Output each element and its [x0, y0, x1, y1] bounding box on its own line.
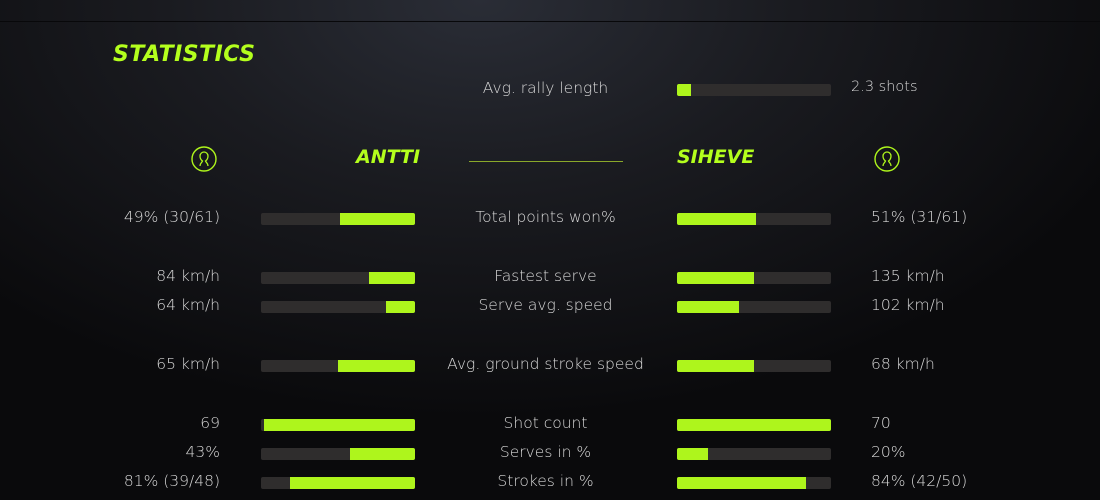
left-bar: [261, 477, 415, 489]
left-bar-fill: [290, 477, 415, 489]
left-value: 65 km/h: [156, 355, 220, 373]
left-bar-fill: [350, 448, 415, 460]
stat-row: 84 km/h Fastest serve 135 km/h: [0, 267, 1100, 287]
right-bar: [677, 272, 831, 284]
rally-bar-fill: [677, 84, 691, 96]
rally-row: Avg. rally length 2.3 shots: [0, 79, 1100, 99]
right-value: 51% (31/61): [871, 208, 968, 226]
left-value: 64 km/h: [156, 296, 220, 314]
right-bar: [677, 213, 831, 225]
right-bar-fill: [677, 419, 831, 431]
rally-value: 2.3 shots: [851, 79, 918, 95]
stat-row: 43% Serves in % 20%: [0, 443, 1100, 463]
right-value: 84% (42/50): [871, 472, 968, 490]
header-divider: [469, 161, 623, 162]
left-bar: [261, 448, 415, 460]
stat-row: 81% (39/48) Strokes in % 84% (42/50): [0, 472, 1100, 492]
rally-bar: [677, 84, 831, 96]
right-bar-fill: [677, 301, 739, 313]
left-value: 43%: [185, 443, 220, 461]
stat-label: Shot count: [503, 414, 588, 432]
stat-label: Serve avg. speed: [478, 296, 613, 314]
left-bar: [261, 272, 415, 284]
user-circle-icon: [874, 146, 900, 172]
stat-label: Total points won%: [475, 208, 616, 226]
stat-row: 49% (30/61) Total points won% 51% (31/61…: [0, 208, 1100, 228]
stat-row: 64 km/h Serve avg. speed 102 km/h: [0, 296, 1100, 316]
right-bar: [677, 419, 831, 431]
stat-label: Avg. ground stroke speed: [447, 355, 644, 373]
left-bar-fill: [385, 301, 415, 313]
left-bar-fill: [368, 272, 415, 284]
page-title: STATISTICS: [113, 42, 256, 67]
player-left-name: ANTTI: [356, 146, 421, 168]
left-value: 69: [200, 414, 220, 432]
right-bar: [677, 360, 831, 372]
left-bar-fill: [264, 419, 415, 431]
right-bar: [677, 477, 831, 489]
stat-label: Fastest serve: [494, 267, 597, 285]
right-bar-fill: [677, 448, 708, 460]
left-bar: [261, 301, 415, 313]
left-value: 84 km/h: [156, 267, 220, 285]
top-divider: [0, 21, 1100, 22]
left-value: 49% (30/61): [123, 208, 220, 226]
right-value: 70: [871, 414, 891, 432]
right-value: 68 km/h: [871, 355, 935, 373]
right-bar: [677, 301, 831, 313]
left-bar: [261, 360, 415, 372]
right-bar-fill: [677, 272, 754, 284]
stat-label: Serves in %: [499, 443, 592, 461]
left-bar-fill: [339, 213, 415, 225]
right-bar-fill: [677, 360, 754, 372]
stat-label: Strokes in %: [497, 472, 594, 490]
right-value: 102 km/h: [871, 296, 945, 314]
stat-row: 65 km/h Avg. ground stroke speed 68 km/h: [0, 355, 1100, 375]
left-bar-fill: [338, 360, 415, 372]
right-bar-fill: [677, 213, 756, 225]
right-bar: [677, 448, 831, 460]
stat-row: 69 Shot count 70: [0, 414, 1100, 434]
right-value: 135 km/h: [871, 267, 945, 285]
user-circle-icon: [191, 146, 217, 172]
right-value: 20%: [871, 443, 906, 461]
left-bar: [261, 419, 415, 431]
rally-label: Avg. rally length: [482, 79, 609, 97]
player-right-name: SIHEVE: [677, 146, 755, 168]
right-bar-fill: [677, 477, 807, 489]
left-bar: [261, 213, 415, 225]
left-value: 81% (39/48): [123, 472, 220, 490]
